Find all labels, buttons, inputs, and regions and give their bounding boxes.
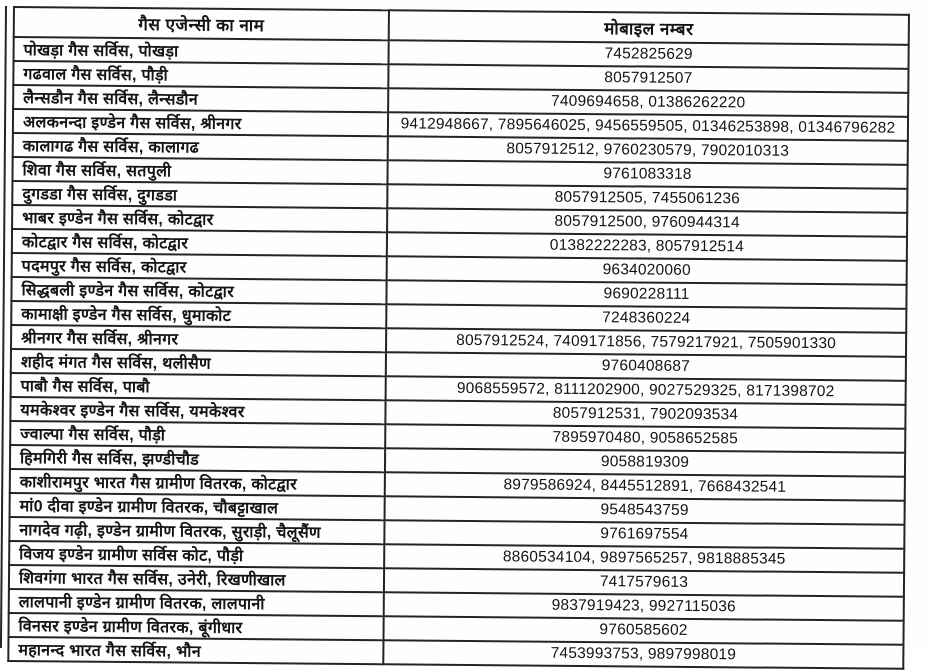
agency-name-cell: यमकेश्वर इण्डेन गैस सर्विस, यमकेश्वर <box>10 396 386 425</box>
gas-agency-table: गैस एजेन्सी का नाम मोबाइल नम्बर पोखड़ा ग… <box>7 6 910 670</box>
agency-name-cell: शिवगंगा भारत गैस सर्विस, उनेरी, रिखणीखाल <box>8 564 385 593</box>
agency-name-cell: हिमगिरी गैस सर्विस, झण्डीचौड <box>9 444 386 473</box>
agency-name-cell: पोखड़ा गैस सर्विस, पोखड़ा <box>13 37 389 65</box>
column-header-agency-name: गैस एजेन्सी का नाम <box>13 7 389 41</box>
agency-name-cell: श्रीनगर गैस सर्विस, श्रीनगर <box>11 324 387 353</box>
mobile-number-cell: 7453993753, 9897998019 <box>383 640 904 669</box>
gas-agency-table-container: गैस एजेन्सी का नाम मोबाइल नम्बर पोखड़ा ग… <box>7 6 910 670</box>
agency-name-cell: दुगडडा गैस सर्विस, दुगडडा <box>12 181 388 209</box>
agency-name-cell: मां0 दीवा इण्डेन ग्रामीण वितरक, चौबट्टाख… <box>9 492 385 521</box>
page-edge-line <box>0 6 7 648</box>
agency-name-cell: विजय इण्डेन ग्रामीण सर्विस कोट, पौड़ी <box>9 540 385 569</box>
agency-name-cell: कालागढ गैस सर्विस, कालागढ <box>12 133 388 161</box>
agency-name-cell: सिद्धबली इण्डेन गैस सर्विस, कोटद्वार <box>11 276 387 305</box>
table-body: पोखड़ा गैस सर्विस, पोखड़ा 7452825629 गढव… <box>8 37 909 669</box>
agency-name-cell: भाबर इण्डेन गैस सर्विस, कोटद्वार <box>12 205 388 233</box>
agency-name-cell: गढवाल गैस सर्विस, पौड़ी <box>13 61 389 89</box>
agency-name-cell: काशीरामपुर भारत गैस ग्रामीण वितरक, कोटद्… <box>9 468 385 497</box>
agency-name-cell: पाबौ गैस सर्विस, पाबौ <box>10 372 386 401</box>
agency-name-cell: कोटद्वार गैस सर्विस, कोटद्वार <box>11 229 388 257</box>
column-header-mobile-number: मोबाइल नम्बर <box>388 10 909 45</box>
agency-name-cell: महानन्द भारत गैस सर्विस, भौन <box>8 636 384 665</box>
agency-name-cell: विनसर इण्डेन ग्रामीण वितरक, बूंगीधार <box>8 612 384 641</box>
scanned-document-page: गैस एजेन्सी का नाम मोबाइल नम्बर पोखड़ा ग… <box>0 6 909 669</box>
agency-name-cell: लालपानी इण्डेन ग्रामीण वितरक, लालपानी <box>8 588 384 617</box>
agency-name-cell: कामाक्षी इण्डेन गैस सर्विस, धुमाकोट <box>11 300 387 329</box>
agency-name-cell: शहीद मंगत गैस सर्विस, थलीसैण <box>10 348 386 377</box>
agency-name-cell: ज्वाल्पा गैस सर्विस, पौड़ी <box>10 420 386 449</box>
agency-name-cell: नागदेव गढ़ी, इण्डेन ग्रामीण वितरक, सुराड… <box>9 516 385 545</box>
agency-name-cell: शिवा गैस सर्विस, सतपुली <box>12 157 388 185</box>
agency-name-cell: अलकनन्दा इण्डेन गैस सर्विस, श्रीनगर <box>12 109 389 137</box>
agency-name-cell: पदमपुर गैस सर्विस, कोटद्वार <box>11 252 387 281</box>
agency-name-cell: लैन्सडौन गैस सर्विस, लैन्सडौन <box>13 85 389 113</box>
